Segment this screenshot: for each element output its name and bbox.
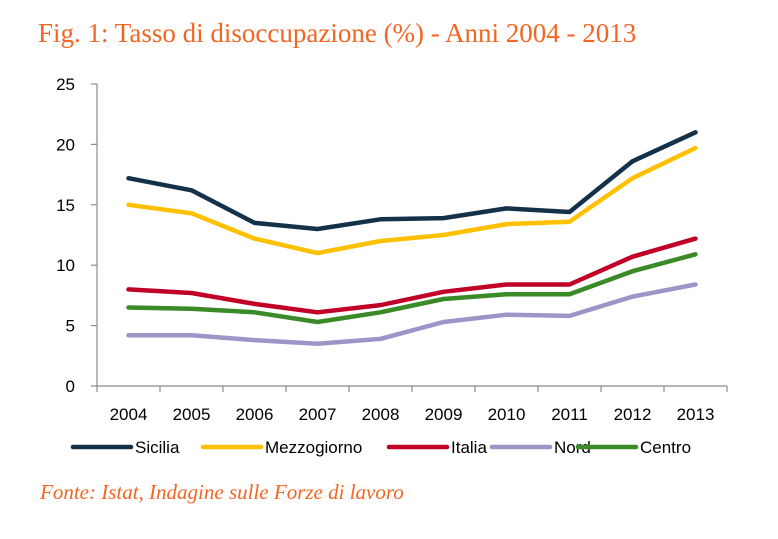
legend-label-centro: Centro	[640, 438, 691, 457]
x-tick-label: 2009	[425, 405, 463, 424]
series-line-nord	[126, 282, 698, 346]
axes	[96, 84, 727, 387]
x-tick-label: 2008	[362, 405, 400, 424]
series-line-mezzogiorno	[126, 145, 698, 256]
legend-label-mezzogiorno: Mezzogiorno	[265, 438, 362, 457]
series-line-italia	[126, 236, 698, 315]
legend: Sicilia Mezzogiorno Italia Nord Centro	[70, 438, 691, 457]
series-line-sicilia	[126, 130, 698, 232]
x-tick-label: 2013	[677, 405, 715, 424]
x-tick-label: 2012	[614, 405, 652, 424]
y-tick-label: 20	[56, 135, 75, 154]
x-tick-label: 2011	[551, 405, 588, 424]
legend-label-sicilia: Sicilia	[135, 438, 180, 457]
y-tick-label: 5	[66, 317, 75, 336]
legend-label-italia: Italia	[451, 438, 487, 457]
series-line-centro	[126, 252, 698, 325]
source-note: Fonte: Istat, Indagine sulle Forze di la…	[40, 480, 404, 504]
series-lines	[126, 130, 698, 346]
x-tick-label: 2006	[236, 405, 274, 424]
y-tick-label: 10	[56, 256, 75, 275]
chart-title: Fig. 1: Tasso di disoccupazione (%) - An…	[38, 18, 637, 48]
x-axis-ticks: 2004 2005 2006 2007 2008 2009 2010 2011 2012 2013	[96, 386, 728, 424]
x-tick-label: 2005	[173, 405, 211, 424]
y-tick-label: 0	[66, 377, 75, 396]
x-tick-label: 2004	[110, 405, 148, 424]
x-tick-label: 2010	[488, 405, 526, 424]
y-axis-ticks: 0 5 10 15 20 25	[56, 75, 97, 396]
y-tick-label: 15	[56, 196, 75, 215]
legend-label-nord: Nord	[554, 438, 591, 457]
y-tick-label: 25	[56, 75, 75, 94]
x-tick-label: 2007	[299, 405, 337, 424]
